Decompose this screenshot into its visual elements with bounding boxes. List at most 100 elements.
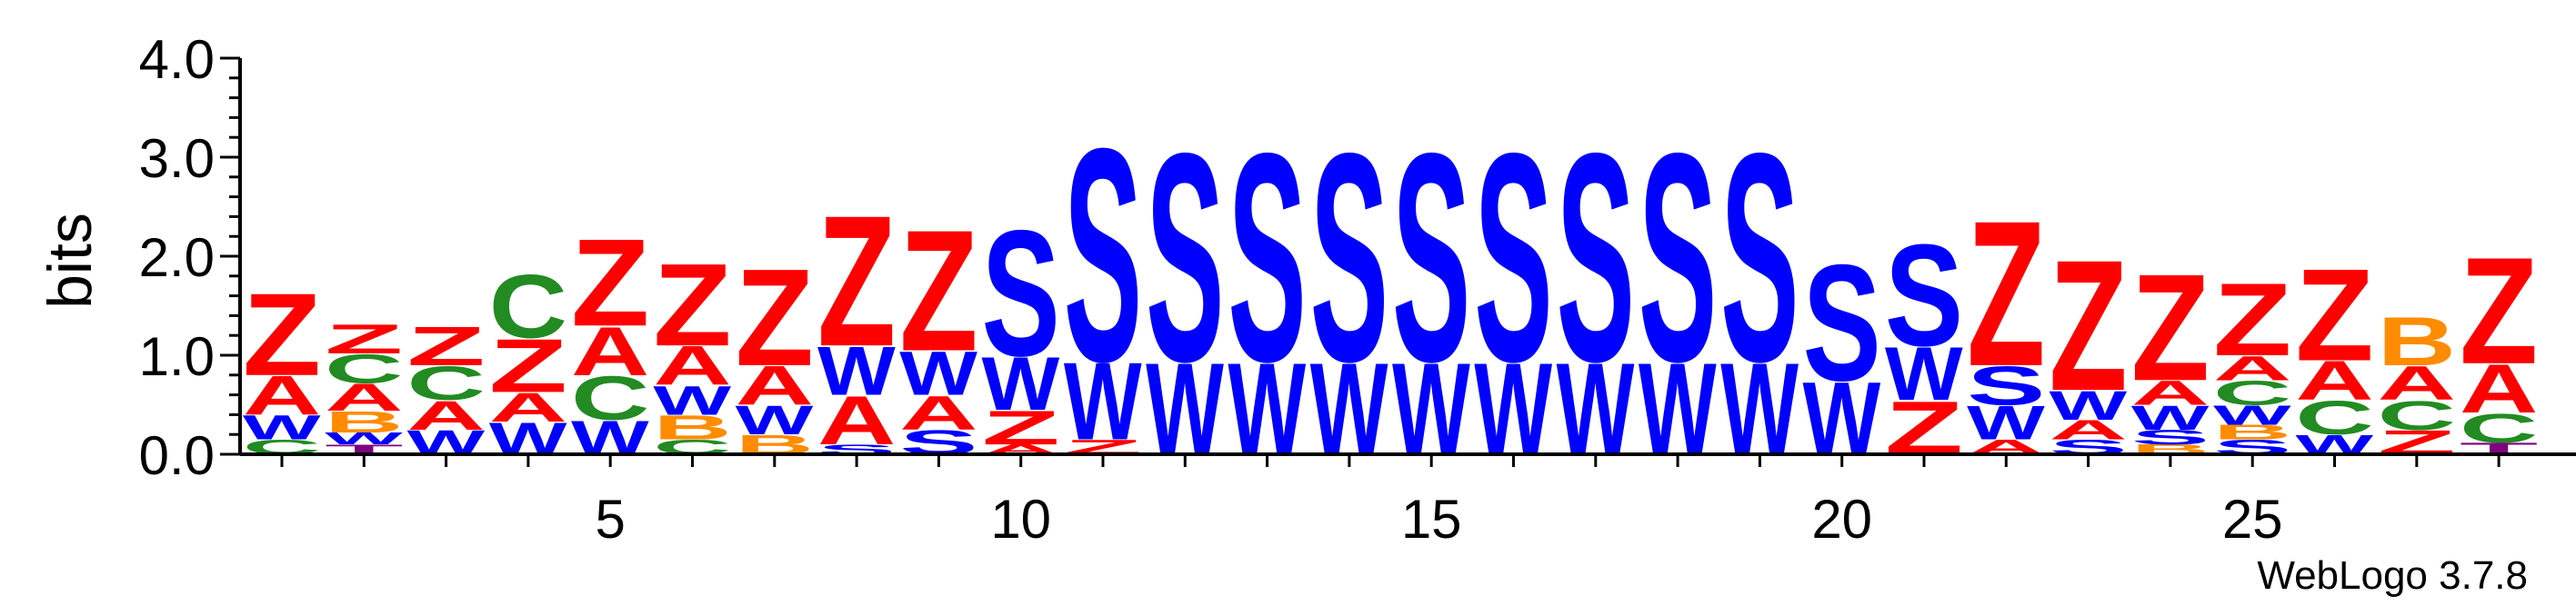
logo-letter-w: W (1885, 331, 1963, 416)
x-tick-label: 5 (596, 489, 626, 550)
logo-letter-s: S (1474, 92, 1552, 424)
logo-letter-a: A (2460, 351, 2538, 428)
logo-letter-glyph: W (653, 378, 731, 424)
logo-letter-w: W (982, 341, 1060, 426)
logo-letter-glyph: S (1064, 84, 1142, 425)
logo-letter-w: W (2131, 398, 2210, 437)
logo-letter-glyph: S (1803, 230, 1881, 415)
logo-letter-a: A (2378, 356, 2456, 411)
logo-letter-b: B (2213, 421, 2291, 443)
y-tick-label: 0.0 (139, 425, 215, 486)
logo-letter-a: A (243, 365, 321, 427)
logo-letter-c: C (2213, 373, 2291, 412)
logo-letter-a: A (2213, 349, 2291, 387)
logo-letter-glyph: S (1557, 92, 1635, 424)
logo-letter-c: C (2460, 405, 2538, 452)
logo-letter-glyph: W (1064, 340, 1142, 463)
logo-letter-glyph: C (571, 363, 649, 433)
logo-letter-glyph: Z (1967, 178, 2045, 410)
logo-letter-z: Z (2131, 243, 2210, 412)
logo-letter-glyph: A (653, 335, 731, 397)
logo-letter-glyph: W (899, 339, 977, 409)
logo-letter-glyph: Z (406, 316, 485, 378)
logo-letter-glyph: S (1310, 92, 1388, 424)
logo-letter-glyph: Z (489, 323, 567, 409)
x-tick-label: 15 (1401, 489, 1462, 550)
logo-letter-glyph: C (2378, 392, 2456, 439)
logo-letter-glyph: S (1146, 92, 1224, 424)
logo-letter-z: Z (406, 316, 485, 378)
logo-letter-glyph: W (1967, 396, 2046, 450)
logo-letter-glyph: Z (736, 241, 814, 395)
logo-letter-z: Z (243, 268, 321, 400)
logo-letter-glyph: C (2295, 391, 2373, 445)
y-axis: 0.0 1.0 2.0 3.0 4.0 bits (35, 29, 242, 486)
logo-letter-glyph: C (489, 257, 567, 357)
logo-letter-glyph: A (736, 355, 814, 417)
logo-letter-glyph: Z (899, 194, 977, 387)
logo-letter-glyph: S (1967, 355, 2045, 417)
logo-letter-s: S (1967, 355, 2045, 417)
x-ticks: 5 10 15 20 25 (280, 454, 2501, 550)
logo-letter-w: W (899, 339, 977, 409)
logo-letter-glyph: A (2460, 351, 2538, 428)
logo-letter-a: A (736, 355, 814, 417)
logo-letter-z: Z (653, 239, 731, 371)
y-tick-label: 3.0 (139, 128, 215, 189)
logo-letter-glyph: A (243, 365, 321, 427)
logo-letter-a: A (325, 376, 403, 420)
logo-letter-glyph: A (406, 392, 485, 439)
logo-letter-z: Z (736, 241, 814, 395)
logo-letter-glyph: A (571, 313, 649, 390)
logo-letter-a: A (653, 335, 731, 397)
logo-letter-s: S (1392, 92, 1470, 424)
logo-letter-s: S (1557, 92, 1635, 424)
logo-letter-glyph: A (899, 385, 977, 440)
logo-letter-glyph: Z (2049, 222, 2127, 431)
logo-letter-z: Z (817, 177, 896, 386)
x-tick-label: 10 (990, 489, 1051, 550)
logo-letter-z: Z (1967, 178, 2045, 410)
logo-letter-s: S (1720, 92, 1799, 424)
logo-letter-z: Z (489, 323, 567, 409)
logo-letter-s: S (1639, 92, 1717, 424)
x-tick-label: 25 (2222, 489, 2283, 550)
logo-letter-s: S (1228, 92, 1306, 424)
logo-letter-s: S (1803, 230, 1881, 415)
logo-letter-glyph: S (1474, 92, 1552, 424)
x-tick-label: 20 (1811, 489, 1872, 550)
y-axis-label: bits (35, 213, 105, 309)
logo-letter-glyph: B (2213, 421, 2291, 443)
logo-letter-c: C (2295, 391, 2373, 445)
logo-letter-glyph: W (325, 430, 403, 448)
logo-letter-glyph: A (2378, 356, 2456, 411)
logo-letter-w: W (653, 378, 731, 424)
logo-letter-glyph: A (817, 382, 896, 460)
logo-letter-glyph: Z (2295, 243, 2373, 389)
logo-letter-glyph: W (1885, 331, 1963, 416)
y-ticks: 0.0 1.0 2.0 3.0 4.0 (139, 29, 240, 486)
logo-letter-glyph: Z (2131, 243, 2210, 412)
x-axis: 5 10 15 20 25 (240, 452, 2576, 550)
logo-letter-c: C (406, 356, 485, 411)
logo-letter-b: B (653, 408, 731, 446)
logo-letter-glyph: Z (325, 316, 403, 363)
logo-letter-glyph: S (1885, 214, 1963, 376)
logo-letter-glyph: Z (817, 177, 896, 386)
logo-letter-w: W (1967, 396, 2046, 450)
logo-letter-glyph: C (406, 356, 485, 411)
logo-letter-w: W (325, 430, 403, 448)
logo-letter-glyph: W (2049, 382, 2127, 429)
logo-letter-glyph: Z (2460, 225, 2538, 395)
logo-letter-w: W (817, 333, 897, 410)
logo-letter-z: Z (571, 214, 649, 353)
y-tick-label: 1.0 (139, 326, 215, 387)
logo-letter-glyph: C (2460, 405, 2538, 452)
logo-letter-glyph: W (982, 341, 1060, 426)
logo-letter-b: B (2378, 303, 2456, 381)
logo-letter-glyph: C (2213, 373, 2291, 412)
letters-layer: CWAZTWBACZWACZWAZCWCAZCBWAZBWAZSAWZSAWZA… (243, 84, 2538, 482)
logo-letter-glyph: S (1639, 92, 1717, 424)
logo-letter-glyph: S (1720, 92, 1799, 424)
logo-letter-glyph: A (2213, 349, 2291, 387)
